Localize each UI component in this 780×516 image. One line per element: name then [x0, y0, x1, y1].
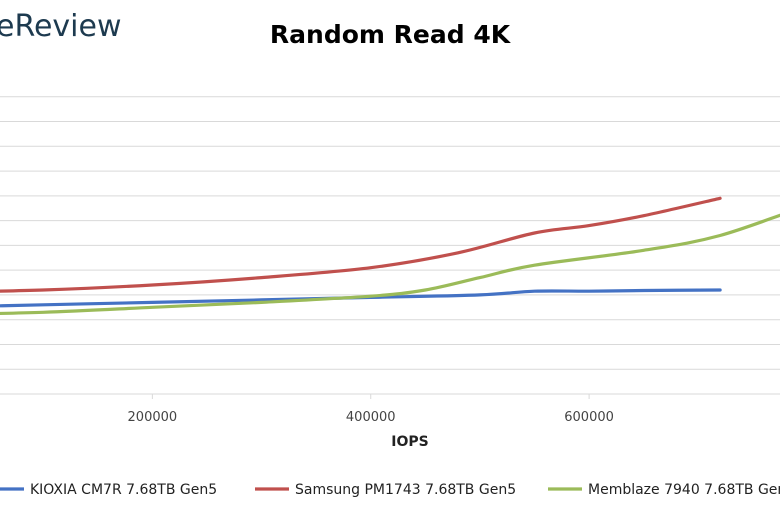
legend-label-2: Memblaze 7940 7.68TB Gen5 [588, 482, 780, 498]
legend-label-1: Samsung PM1743 7.68TB Gen5 [295, 482, 516, 498]
x-axis-label: IOPS [391, 434, 428, 450]
legend-label-0: KIOXIA CM7R 7.68TB Gen5 [30, 482, 217, 498]
legend: KIOXIA CM7R 7.68TB Gen5 Samsung PM1743 7.… [0, 482, 780, 498]
series-line-0 [0, 288, 722, 308]
x-tick-label-1: 400000 [346, 410, 396, 425]
series-lines [0, 196, 780, 316]
x-tick-label-0: 200000 [128, 410, 178, 425]
chart-title: Random Read 4K [270, 20, 512, 49]
x-tick-label-2: 600000 [564, 410, 614, 425]
series-line-1 [0, 196, 722, 293]
watermark-text: eReview [0, 9, 122, 44]
gridlines [0, 96, 780, 370]
series-line-2 [0, 213, 780, 316]
x-axis: 2000004000006000008000001000000 [0, 393, 780, 425]
